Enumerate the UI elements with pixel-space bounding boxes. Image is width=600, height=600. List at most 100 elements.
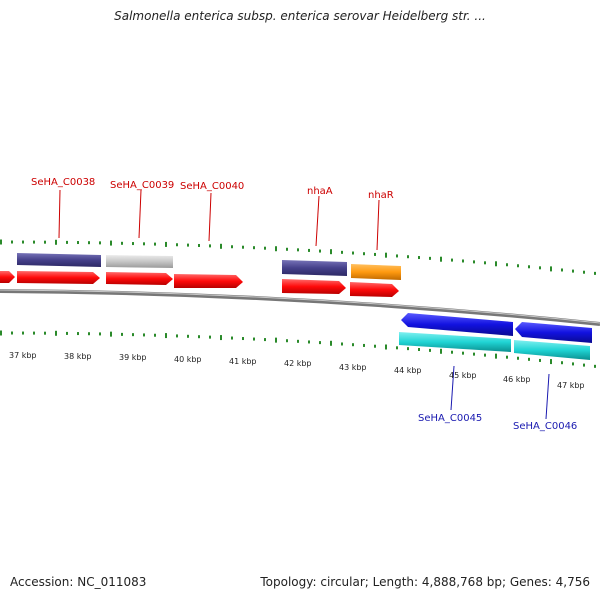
major-tick — [275, 337, 277, 343]
major-tick — [440, 348, 442, 354]
minor-tick — [176, 243, 178, 247]
minor-tick — [396, 346, 398, 350]
major-tick — [220, 335, 222, 341]
major-tick — [495, 353, 497, 359]
major-tick — [110, 240, 112, 246]
scale-label: 38 kbp — [64, 352, 92, 361]
minor-tick — [429, 256, 431, 260]
major-tick — [550, 359, 552, 365]
minor-tick — [231, 245, 233, 249]
minor-tick — [308, 248, 310, 252]
scale-label: 41 kbp — [229, 357, 257, 366]
genome-backbone — [0, 289, 600, 326]
minor-tick — [66, 240, 68, 244]
cds-SeHA_C0045[interactable] — [399, 332, 511, 352]
label-nhaA[interactable]: nhaA — [307, 186, 333, 197]
minor-tick — [473, 352, 475, 356]
minor-tick — [121, 241, 123, 245]
label-SeHA_C0040[interactable]: SeHA_C0040 — [180, 181, 244, 192]
scale-label: 46 kbp — [503, 375, 531, 384]
gene-nhaR[interactable] — [350, 282, 399, 297]
scale-label: 45 kbp — [449, 371, 477, 380]
reverse-gene-lane — [401, 313, 592, 343]
minor-tick — [561, 361, 563, 365]
minor-tick — [143, 333, 145, 337]
label-SeHA_C0039[interactable]: SeHA_C0039 — [110, 180, 174, 191]
minor-tick — [517, 264, 519, 268]
major-tick — [550, 266, 552, 272]
major-tick — [55, 330, 57, 336]
minor-tick — [297, 339, 299, 343]
cds-nhaR[interactable] — [351, 264, 401, 280]
minor-tick — [429, 348, 431, 352]
minor-tick — [506, 263, 508, 267]
minor-tick — [473, 260, 475, 264]
minor-tick — [418, 348, 420, 352]
major-tick — [385, 252, 387, 258]
major-tick — [165, 241, 167, 247]
minor-tick — [242, 245, 244, 249]
gene-nhaA[interactable] — [282, 279, 346, 294]
minor-tick — [99, 241, 101, 245]
minor-tick — [396, 254, 398, 258]
minor-tick — [286, 247, 288, 251]
gene-SeHA_C0045[interactable] — [401, 313, 513, 336]
genome-summary-text: Topology: circular; Length: 4,888,768 bp… — [260, 575, 590, 589]
map-title: Salmonella enterica subsp. enterica sero… — [114, 9, 486, 23]
scale-label: 44 kbp — [394, 366, 422, 375]
label-SeHA_C0046[interactable]: SeHA_C0046 — [513, 421, 577, 432]
minor-tick — [451, 350, 453, 354]
minor-tick — [352, 343, 354, 347]
forward-label-leaders — [58, 189, 380, 251]
forward-cds-lane — [17, 253, 401, 280]
gene-SeHA_C0046[interactable] — [515, 322, 592, 343]
minor-tick — [264, 246, 266, 250]
minor-tick — [418, 256, 420, 260]
major-tick — [110, 331, 112, 337]
minor-tick — [561, 268, 563, 272]
cds-SeHA_C0038[interactable] — [17, 253, 101, 267]
minor-tick — [374, 252, 376, 256]
minor-tick — [308, 340, 310, 344]
minor-tick — [198, 335, 200, 339]
minor-tick — [506, 355, 508, 359]
minor-tick — [11, 240, 13, 244]
minor-tick — [451, 258, 453, 262]
label-nhaR[interactable]: nhaR — [368, 190, 394, 201]
minor-tick — [253, 337, 255, 341]
minor-tick — [242, 337, 244, 341]
minor-tick — [44, 240, 46, 244]
minor-tick — [231, 336, 233, 340]
minor-tick — [187, 243, 189, 247]
cds-SeHA_C0046[interactable] — [514, 340, 590, 360]
gene-SeHA_C0040[interactable] — [174, 274, 243, 288]
cds-SeHA_C0039[interactable] — [106, 255, 173, 268]
major-tick — [220, 243, 222, 249]
cds-nhaA[interactable] — [282, 260, 347, 276]
gene-left-partial[interactable] — [0, 271, 15, 283]
minor-tick — [187, 334, 189, 338]
minor-tick — [407, 255, 409, 259]
label-SeHA_C0038[interactable]: SeHA_C0038 — [31, 177, 95, 188]
minor-tick — [253, 246, 255, 250]
scale-label: 37 kbp — [9, 351, 37, 360]
minor-tick — [209, 244, 211, 248]
minor-tick — [539, 358, 541, 362]
minor-tick — [198, 243, 200, 247]
major-tick — [165, 333, 167, 339]
accession-text: Accession: NC_011083 — [10, 575, 147, 589]
label-SeHA_C0045[interactable]: SeHA_C0045 — [418, 413, 482, 424]
reverse-gene-labels: SeHA_C0045 SeHA_C0046 — [418, 413, 577, 432]
major-tick — [440, 256, 442, 262]
forward-tick-track — [0, 239, 596, 275]
reverse-cds-lane — [399, 332, 590, 360]
minor-tick — [583, 270, 585, 274]
forward-gene-lane — [0, 271, 399, 297]
minor-tick — [264, 338, 266, 342]
gene-SeHA_C0039[interactable] — [106, 272, 173, 285]
minor-tick — [286, 339, 288, 343]
minor-tick — [363, 343, 365, 347]
gene-SeHA_C0038[interactable] — [17, 271, 100, 284]
minor-tick — [341, 250, 343, 254]
major-tick — [330, 340, 332, 346]
